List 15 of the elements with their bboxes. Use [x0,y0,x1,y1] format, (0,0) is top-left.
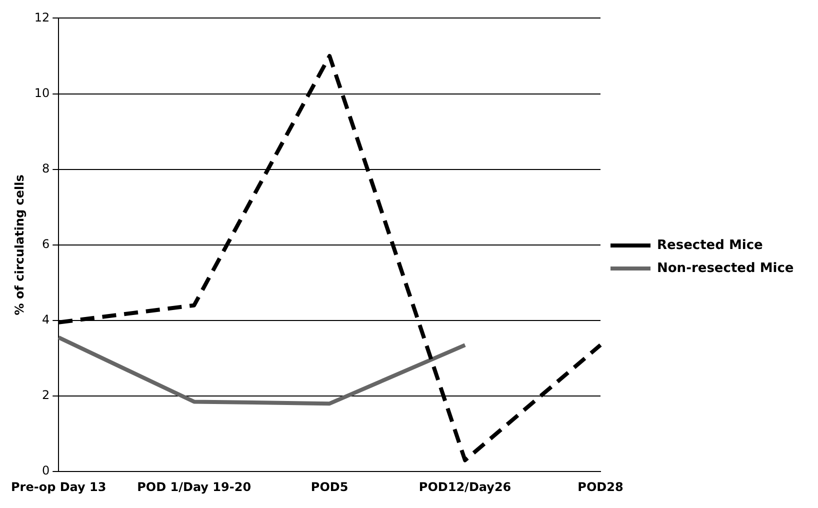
x-tick-label: Pre-op Day 13 [11,480,106,494]
y-tick-label: 12 [34,10,50,24]
y-axis-title: % of circulating cells [12,174,26,316]
x-tick-label: POD5 [310,480,348,494]
y-tick-label: 6 [42,237,50,252]
y-tick-label: 4 [42,312,50,327]
legend-label: Resected Mice [657,238,764,253]
y-tick-label: 8 [42,161,50,176]
x-tick-label: POD 1/Day 19-20 [137,480,252,494]
y-tick-label: 0 [42,464,50,478]
y-tick-label: 10 [34,86,50,100]
x-tick-label: POD28 [578,480,624,494]
y-tick-label: 2 [42,388,50,402]
x-tick-label: POD12/Day26 [418,480,512,494]
legend-label: Non-resected Mice [657,260,794,276]
